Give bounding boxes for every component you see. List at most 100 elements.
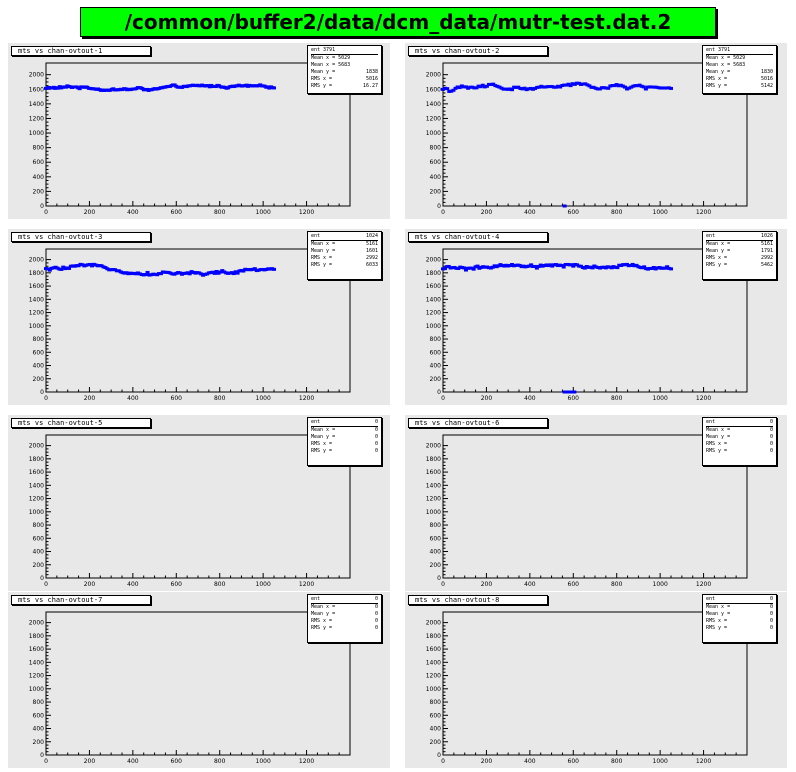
plot-frame: [45, 248, 351, 393]
x-tick-label: 200: [84, 209, 96, 216]
stats-label: ent: [706, 419, 716, 425]
data-point: [530, 87, 535, 91]
stats-label: RMS y =: [706, 625, 728, 631]
stats-label: Mean y =: [311, 434, 336, 440]
x-tick-label: 0: [441, 395, 445, 402]
stats-label: Mean x =: [706, 241, 731, 247]
data-point: [447, 89, 452, 93]
data-point: [604, 86, 609, 90]
data-point: [561, 265, 566, 269]
x-tick-label: 400: [127, 581, 139, 588]
stats-row: ent 0: [311, 419, 378, 427]
stats-row: Mean y = 0: [311, 434, 378, 441]
y-tick-label: 200: [33, 739, 45, 746]
y-tick-label: 800: [430, 699, 442, 706]
x-tick-label: 800: [611, 209, 623, 216]
data-point: [629, 85, 634, 89]
stats-row: Mean x = 5161: [311, 241, 378, 248]
x-tick-label: 600: [171, 581, 183, 588]
data-point: [602, 86, 607, 90]
histogram-pad-6: 0 200 400 600 800 1000 1200 1400 1600 1800 2000 0 20…: [405, 415, 787, 591]
data-point-outlier: [562, 204, 567, 208]
data-point: [643, 87, 648, 91]
data-point: [495, 84, 500, 88]
stats-label: RMS x =: [706, 255, 728, 261]
stats-row: Mean y = 1601: [311, 248, 378, 255]
x-tick-label: 1000: [256, 209, 271, 216]
stats-row: ent 1026: [706, 233, 773, 241]
x-tick-label: 400: [127, 395, 139, 402]
data-point: [579, 82, 584, 86]
stats-row: RMS y = 6033: [311, 262, 378, 269]
page-title: /common/buffer2/data/dcm_data/mutr-test.…: [80, 7, 716, 37]
data-point: [660, 86, 665, 90]
data-point: [587, 84, 592, 88]
x-tick-label: 1000: [256, 758, 271, 765]
stats-value: 0: [374, 625, 378, 631]
data-point: [59, 267, 64, 271]
stats-row: Mean x = 0: [706, 604, 773, 611]
stats-box: ent 3791 Mean x = 5029 Mean x = 5683 Mean y…: [307, 45, 382, 94]
x-tick-label: 600: [171, 209, 183, 216]
plot-frame: [442, 248, 748, 393]
y-tick-label: 200: [430, 376, 442, 383]
x-tick-label: 0: [44, 395, 48, 402]
stats-box: ent 0 Mean x = 0 Mean y = 0 RMS x = 0 RMS y = 0: [307, 594, 382, 643]
data-point: [627, 86, 632, 90]
stats-value: 0: [769, 604, 773, 610]
data-point: [654, 85, 659, 89]
data-point: [89, 264, 94, 268]
histogram-pad-8: 0 200 400 600 800 1000 1200 1400 1600 1800 2000 0 20…: [405, 592, 787, 768]
stats-row: RMS x = 0: [706, 441, 773, 448]
stats-label: Mean y =: [706, 434, 731, 440]
y-tick-label: 1400: [426, 296, 441, 303]
scatter-plot: 0 200 400 600 800 1000 1200 1400 1600 1800 2000 0 20…: [29, 248, 351, 402]
stats-row: RMS y = 0: [311, 625, 378, 632]
data-point: [625, 87, 630, 91]
stats-box: ent 1024 Mean x = 5161 Mean y = 1601 RMS x = 29…: [307, 231, 382, 280]
stats-value: 0: [769, 611, 773, 617]
y-tick-label: 800: [33, 522, 45, 529]
data-point: [526, 87, 531, 91]
data-point: [145, 270, 150, 274]
data-point: [522, 86, 527, 90]
stats-label: ent 3791: [706, 47, 731, 53]
y-tick-label: 1000: [426, 323, 441, 330]
data-point: [591, 85, 596, 89]
x-tick-label: 800: [214, 758, 226, 765]
stats-row: Mean x = 5029: [311, 55, 378, 62]
y-tick-label: 800: [33, 699, 45, 706]
data-point: [558, 85, 563, 89]
y-tick-label: 600: [33, 712, 45, 719]
data-point: [241, 269, 246, 273]
data-point: [442, 267, 447, 271]
data-point: [581, 82, 586, 86]
data-point: [597, 87, 602, 91]
stats-label: Mean x = 5683: [706, 62, 746, 68]
histogram-title: mts vs chan-ovtout-1: [11, 46, 151, 56]
scatter-plot: 0 200 400 600 800 1000 1200 1400 1600 1800 2000 0 20…: [29, 611, 351, 765]
data-point: [650, 85, 655, 89]
stats-value: 16.27: [362, 83, 378, 89]
stats-value: 0: [374, 596, 378, 602]
data-point: [66, 266, 71, 270]
data-point: [252, 267, 257, 271]
y-tick-label: 2000: [426, 443, 441, 450]
data-point: [547, 85, 552, 89]
y-tick-label: 800: [430, 145, 442, 152]
stats-label: RMS x =: [706, 76, 728, 82]
data-point: [534, 266, 539, 270]
stats-value: 0: [374, 618, 378, 624]
data-point: [187, 272, 192, 276]
y-tick-label: 0: [40, 203, 44, 210]
stats-value: 0: [769, 625, 773, 631]
data-point: [566, 82, 571, 86]
stats-label: RMS x =: [706, 618, 728, 624]
y-tick-label: 800: [430, 522, 442, 529]
x-tick-label: 600: [568, 581, 580, 588]
y-tick-label: 1800: [29, 456, 44, 463]
data-point: [484, 84, 489, 88]
stats-value: 5161: [760, 241, 773, 247]
y-tick-label: 1400: [29, 296, 44, 303]
data-point: [576, 81, 581, 85]
